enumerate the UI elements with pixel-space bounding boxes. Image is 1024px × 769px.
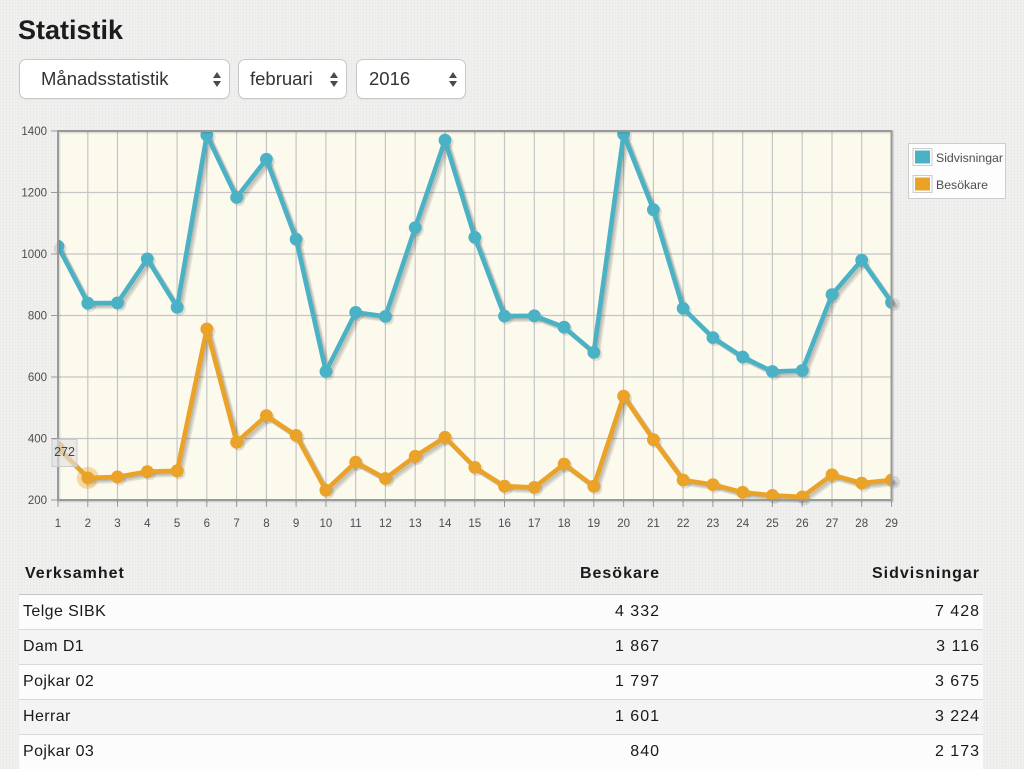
svg-text:5: 5 bbox=[174, 518, 180, 530]
svg-text:7: 7 bbox=[233, 518, 239, 530]
svg-text:4: 4 bbox=[144, 518, 151, 530]
svg-text:15: 15 bbox=[468, 518, 481, 530]
svg-text:1400: 1400 bbox=[21, 126, 47, 138]
svg-text:200: 200 bbox=[28, 495, 47, 507]
svg-text:18: 18 bbox=[558, 518, 571, 530]
svg-text:29: 29 bbox=[885, 518, 898, 530]
svg-text:9: 9 bbox=[293, 518, 299, 530]
svg-text:17: 17 bbox=[528, 518, 541, 530]
svg-text:26: 26 bbox=[796, 518, 809, 530]
svg-text:6: 6 bbox=[204, 518, 210, 530]
svg-text:13: 13 bbox=[409, 518, 422, 530]
svg-text:28: 28 bbox=[855, 518, 868, 530]
svg-text:21: 21 bbox=[647, 518, 660, 530]
svg-text:22: 22 bbox=[677, 518, 690, 530]
svg-text:25: 25 bbox=[766, 518, 779, 530]
svg-text:2: 2 bbox=[85, 518, 91, 530]
svg-text:23: 23 bbox=[707, 518, 720, 530]
svg-text:800: 800 bbox=[28, 311, 47, 323]
svg-text:24: 24 bbox=[736, 518, 749, 530]
svg-text:16: 16 bbox=[498, 518, 511, 530]
svg-text:12: 12 bbox=[379, 518, 392, 530]
svg-text:27: 27 bbox=[826, 518, 839, 530]
svg-text:600: 600 bbox=[28, 372, 47, 384]
svg-text:1200: 1200 bbox=[21, 188, 47, 200]
svg-text:10: 10 bbox=[320, 518, 333, 530]
svg-text:Sidvisningar: Sidvisningar bbox=[936, 151, 1003, 165]
svg-text:1000: 1000 bbox=[21, 249, 47, 261]
svg-text:11: 11 bbox=[350, 518, 362, 530]
svg-text:272: 272 bbox=[54, 445, 75, 459]
svg-text:8: 8 bbox=[263, 518, 269, 530]
svg-text:400: 400 bbox=[28, 434, 47, 446]
svg-text:20: 20 bbox=[617, 518, 630, 530]
svg-text:19: 19 bbox=[587, 518, 600, 530]
svg-text:14: 14 bbox=[439, 518, 452, 530]
svg-text:Besökare: Besökare bbox=[936, 178, 988, 192]
svg-text:3: 3 bbox=[114, 518, 120, 530]
svg-text:1: 1 bbox=[55, 518, 61, 530]
